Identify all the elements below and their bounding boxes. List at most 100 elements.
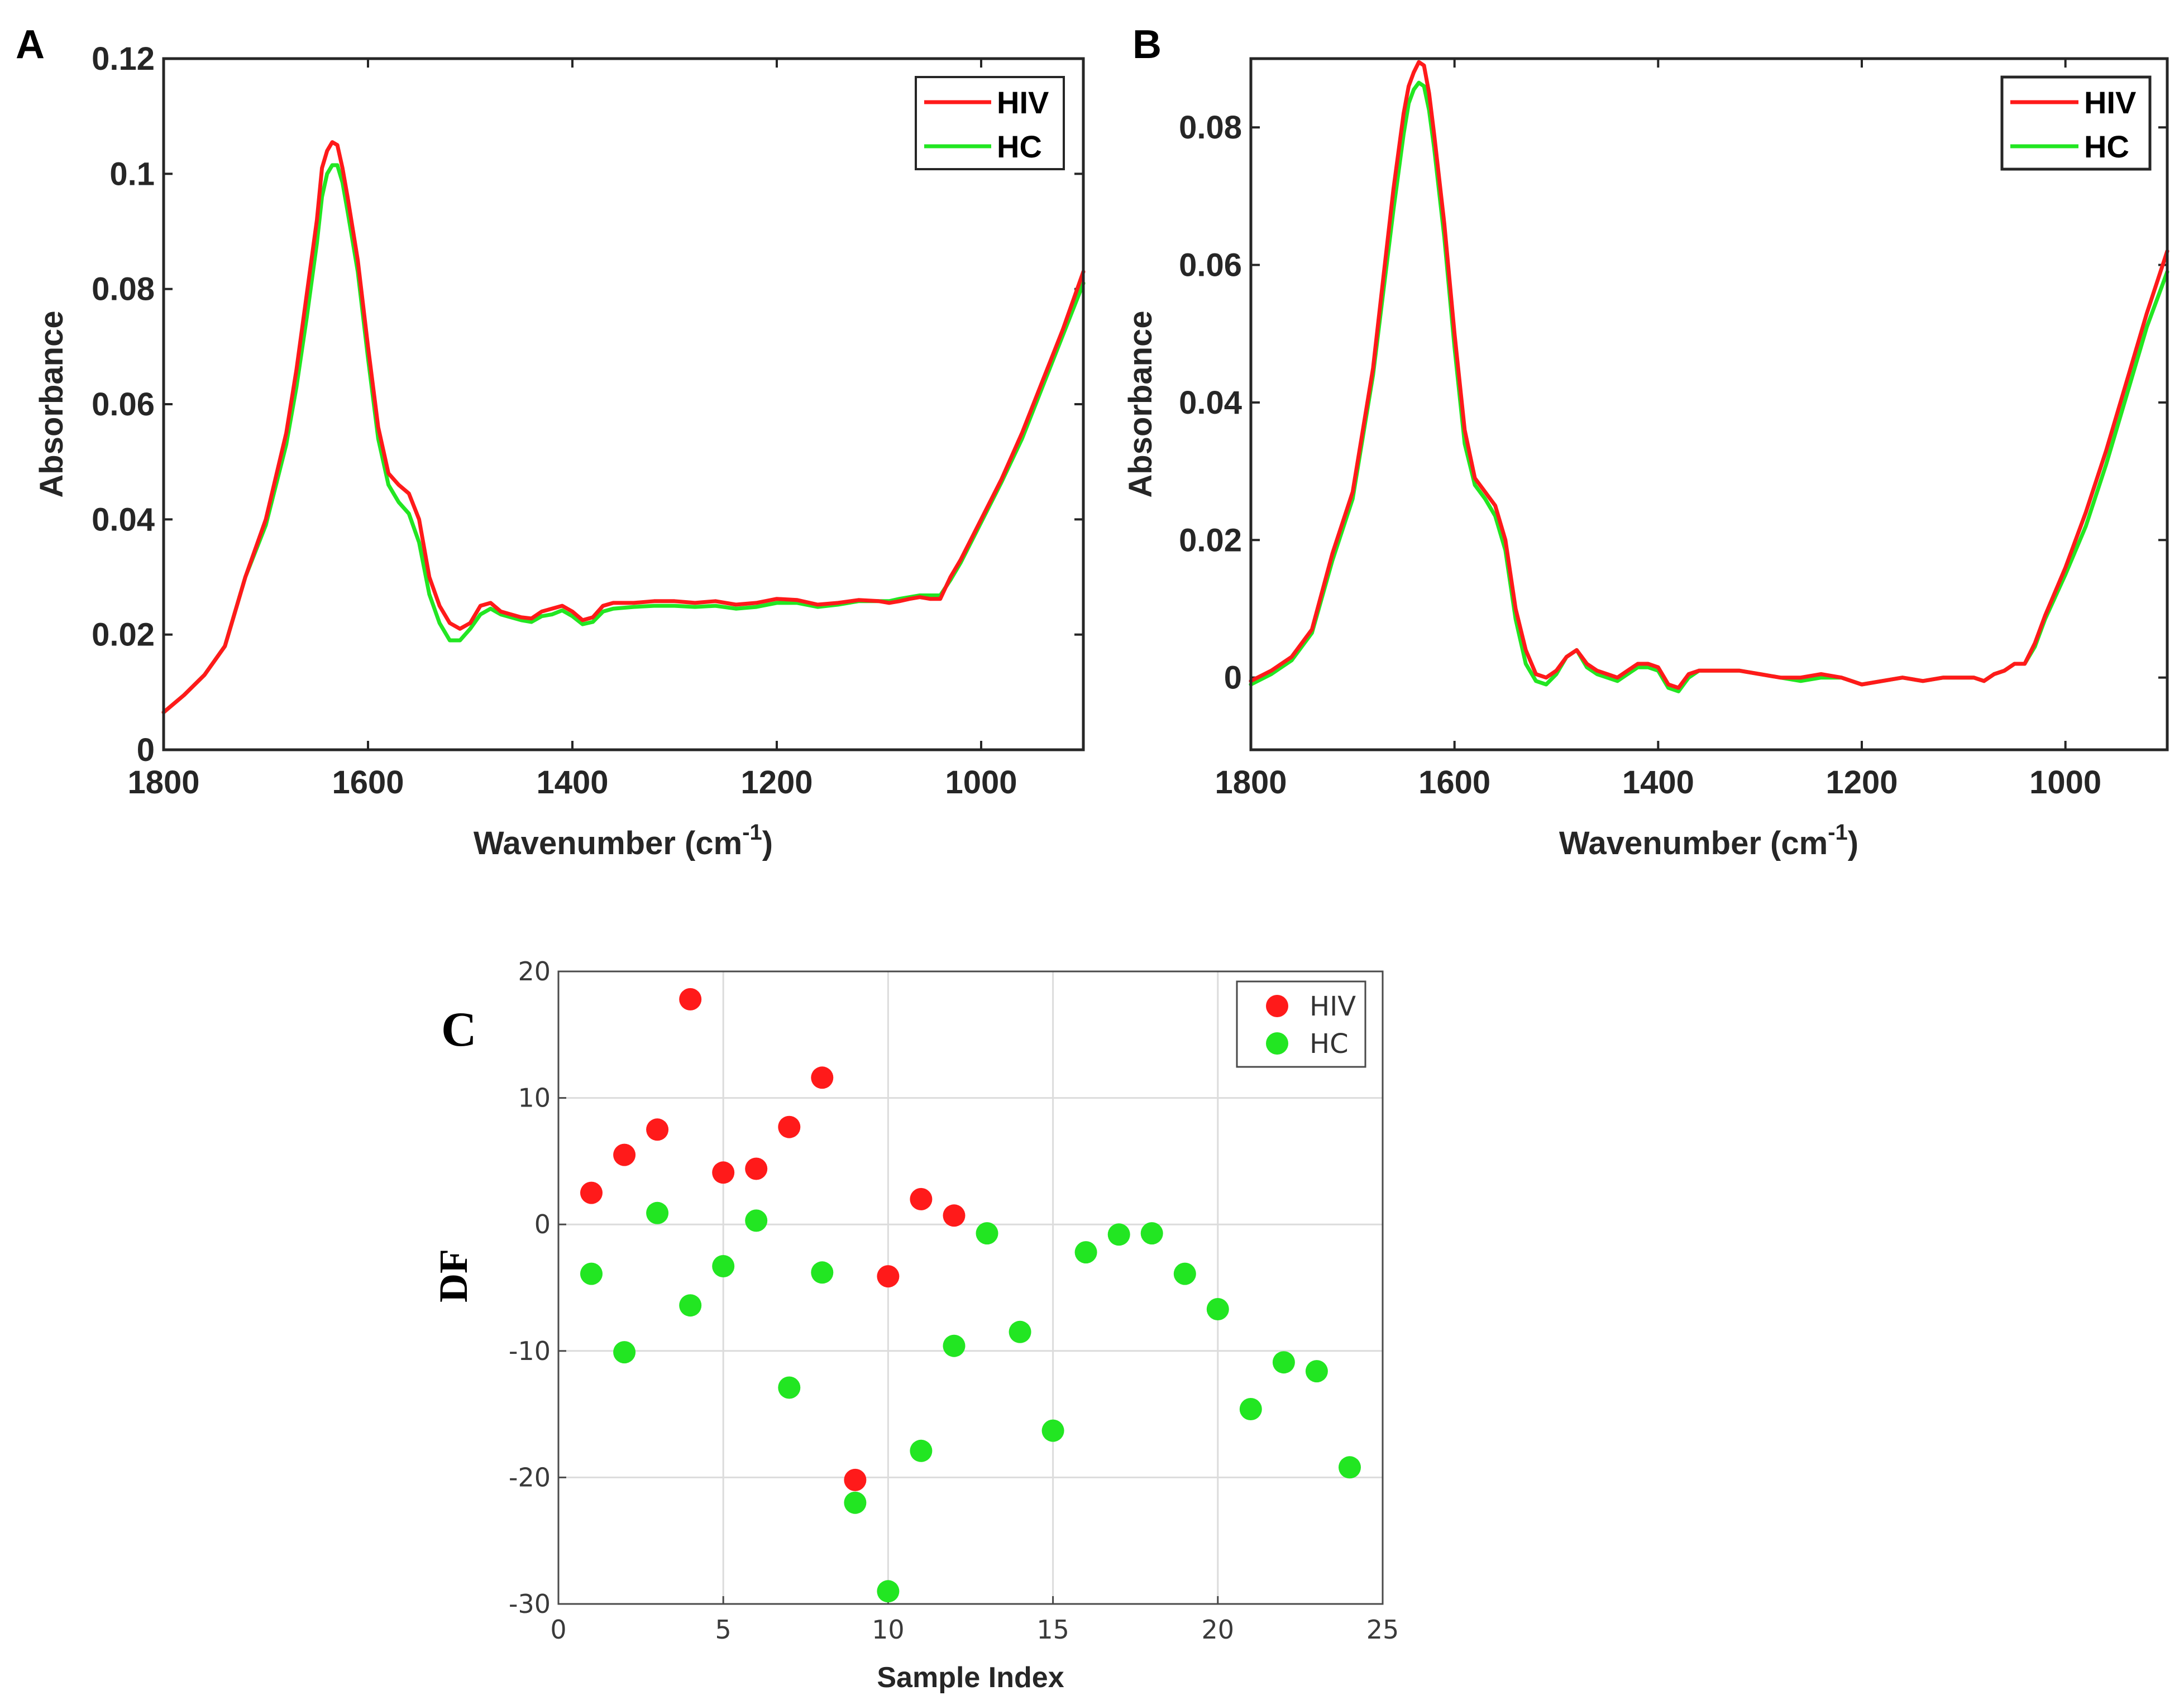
panel-c-x-tick-label: 0 bbox=[550, 1615, 566, 1645]
panel-c-point-hc bbox=[613, 1341, 636, 1364]
panel-a-y-tick-label: 0.1 bbox=[109, 156, 155, 192]
panel-a-y-axis-title: Absorbance bbox=[34, 310, 70, 497]
panel-b-legend-hc-label: HC bbox=[2084, 129, 2129, 164]
panel-b-label: B bbox=[1132, 22, 1162, 67]
panel-c-point-hiv bbox=[745, 1157, 768, 1180]
panel-c-y-tick-label: -20 bbox=[509, 1462, 551, 1492]
panel-c-point-hiv bbox=[910, 1187, 933, 1210]
panel-b: B 1800 1600 1400 1200 100000.020.040.060.08 … bbox=[1122, 22, 2169, 861]
panel-c-point-hc bbox=[745, 1209, 768, 1232]
panel-c-point-hc bbox=[811, 1261, 834, 1284]
panel-a-y-tick-label: 0.12 bbox=[92, 41, 155, 77]
panel-a-y-tick-label: 0.08 bbox=[92, 271, 155, 308]
panel-b-y-axis-title: Absorbance bbox=[1122, 310, 1159, 497]
panel-c-point-hiv bbox=[877, 1265, 900, 1288]
panel-c-legend-hc-swatch bbox=[1266, 1032, 1288, 1055]
panel-c-axes-frame bbox=[557, 970, 1384, 1605]
panel-c-point-hc bbox=[943, 1334, 966, 1357]
panel-a-y-tick-label: 0.06 bbox=[92, 386, 155, 423]
panel-c-legend-hc-label: HC bbox=[1310, 1028, 1349, 1060]
panel-b-legend-box bbox=[2000, 75, 2152, 171]
panel-c-y-tick-label: -10 bbox=[509, 1336, 551, 1366]
panel-c-legend: HIV HC bbox=[1236, 980, 1366, 1068]
panel-a-y-tick-label: 0 bbox=[137, 732, 155, 768]
panel-c-point-hiv bbox=[613, 1143, 636, 1166]
panel-b-x-tick-label: 1000 bbox=[2029, 764, 2101, 801]
panel-b-y-tick-label: 0 bbox=[1224, 660, 1242, 696]
panel-c-legend-hiv-swatch bbox=[1266, 995, 1288, 1017]
panel-a-series-hiv-line bbox=[161, 140, 1086, 715]
panel-c-legend-box bbox=[1236, 980, 1366, 1068]
panel-c-point-hc bbox=[1239, 1398, 1262, 1420]
panel-c-point-hc bbox=[976, 1222, 998, 1245]
panel-a-legend: HIV HC bbox=[915, 76, 1065, 170]
panel-a: A 1800 1600 1400 1200 1000 0 0.02 0.04 0.06 0.08 0… bbox=[16, 22, 1086, 861]
panel-c-y-tick-label: 0 bbox=[534, 1209, 551, 1239]
panel-c-point-hc bbox=[1305, 1360, 1328, 1383]
panel-a-axes-frame bbox=[162, 57, 1085, 751]
panel-c-point-hc bbox=[844, 1491, 867, 1514]
panel-c-label: C bbox=[441, 1003, 477, 1057]
panel-a-y-tick-label: 0.04 bbox=[92, 501, 155, 538]
panel-a-legend-box bbox=[915, 76, 1065, 170]
panel-c-point-hc bbox=[1074, 1241, 1097, 1264]
panel-c-point-hc bbox=[1272, 1351, 1295, 1374]
panel-b-x-tick-label: 1400 bbox=[1622, 764, 1694, 801]
panel-b-y-tick-label: 0.06 bbox=[1179, 247, 1242, 284]
panel-c-point-hc bbox=[910, 1439, 933, 1462]
panel-c-point-hc bbox=[778, 1376, 801, 1399]
panel-a-x-tick-label: 1800 bbox=[127, 764, 199, 801]
panel-c-point-hiv bbox=[778, 1115, 801, 1138]
panel-c-point-hc bbox=[646, 1201, 669, 1224]
panel-b-y-tick-label: 0.08 bbox=[1179, 109, 1242, 146]
panel-c-x-tick-label: 20 bbox=[1202, 1615, 1235, 1645]
panel-c-point-hc bbox=[1107, 1223, 1130, 1246]
panel-c-y-tick-label: -30 bbox=[509, 1589, 551, 1619]
panel-c-y-tick-label: 20 bbox=[518, 956, 551, 986]
panel-c-x-tick-label: 10 bbox=[872, 1615, 905, 1645]
panel-c-point-hc bbox=[1140, 1222, 1163, 1245]
panel-c-point-hc bbox=[1206, 1298, 1229, 1320]
panel-a-x-tick-label: 1000 bbox=[945, 764, 1017, 801]
panel-c-point-hiv bbox=[844, 1468, 867, 1491]
panel-b-y-tick-label: 0.02 bbox=[1179, 522, 1242, 558]
panel-c-point-hc bbox=[580, 1262, 603, 1285]
panel-c-legend-hiv-label: HIV bbox=[1310, 991, 1356, 1022]
panel-c-point-hc bbox=[1041, 1419, 1064, 1442]
panel-c-point-hc bbox=[1009, 1320, 1031, 1343]
panel-a-x-tick-label: 1200 bbox=[740, 764, 813, 801]
panel-b-legend: HIV HC bbox=[2000, 75, 2152, 171]
panel-c-point-hiv bbox=[712, 1161, 735, 1184]
panel-c-point-hc bbox=[1173, 1262, 1196, 1285]
panel-c-y-tick-label: 10 bbox=[518, 1083, 551, 1113]
panel-c-point-hc bbox=[1339, 1456, 1361, 1479]
panel-b-x-tick-label: 1600 bbox=[1418, 764, 1490, 801]
panel-c-point-hiv bbox=[646, 1118, 669, 1141]
panel-a-y-tick-label: 0.02 bbox=[92, 617, 155, 653]
panel-b-x-tick-label: 1800 bbox=[1215, 764, 1287, 801]
panel-c-x-tick-label: 15 bbox=[1036, 1615, 1069, 1645]
panel-a-label: A bbox=[16, 22, 45, 67]
panel-c-point-hc bbox=[712, 1255, 735, 1277]
panel-c-x-axis-title: Sample Index bbox=[877, 1661, 1064, 1694]
panel-c-point-hiv bbox=[580, 1181, 603, 1204]
panel-a-x-tick-label: 1400 bbox=[536, 764, 608, 801]
panel-c-x-tick-label: 25 bbox=[1366, 1615, 1399, 1645]
panel-a-x-tick-label: 1600 bbox=[332, 764, 404, 801]
panel-c-y-axis-title: DF bbox=[431, 1249, 476, 1302]
panel-a-x-axis-title: Wavenumber (cm-1) bbox=[474, 820, 773, 861]
panel-c-point-hiv bbox=[943, 1204, 966, 1227]
panel-c-point-hiv bbox=[811, 1066, 834, 1089]
panel-b-legend-hiv-label: HIV bbox=[2084, 85, 2136, 120]
panel-c-point-hc bbox=[877, 1580, 900, 1603]
panel-c-x-tick-label: 5 bbox=[715, 1615, 732, 1645]
panel-b-y-tick-label: 0.04 bbox=[1179, 385, 1242, 421]
panel-c-point-hiv bbox=[679, 988, 702, 1010]
panel-a-series-hc-line bbox=[161, 163, 1086, 715]
panel-b-x-tick-label: 1200 bbox=[1825, 764, 1898, 801]
panel-b-x-axis-title: Wavenumber (cm-1) bbox=[1559, 820, 1858, 861]
panel-b-axes-frame bbox=[1249, 57, 2169, 751]
panel-b-series-hiv-line bbox=[1249, 60, 2169, 690]
